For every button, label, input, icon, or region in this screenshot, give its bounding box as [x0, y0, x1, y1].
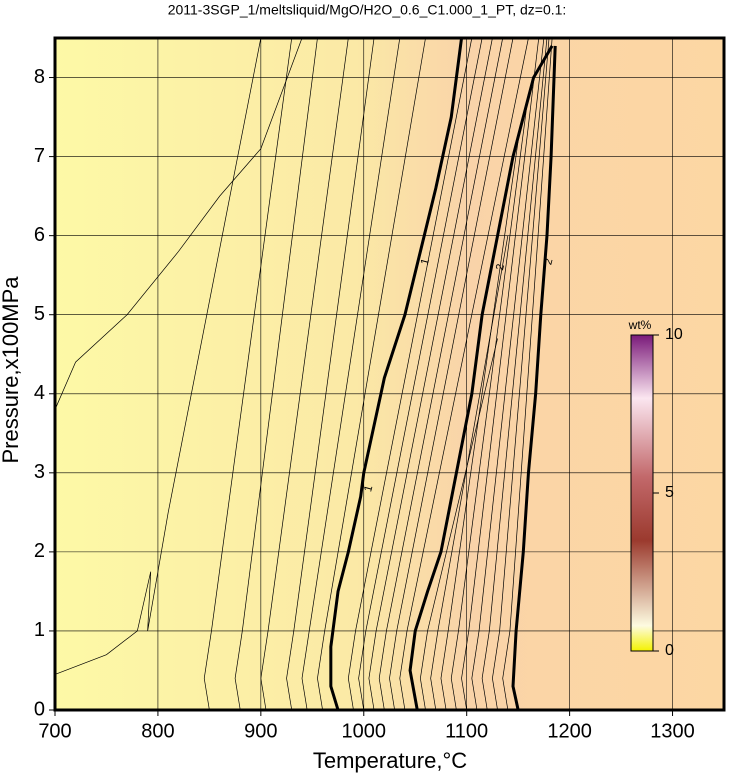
contour-label: 1: [362, 484, 375, 493]
y-tick-label: 2: [34, 540, 45, 562]
y-tick-label: 0: [34, 698, 45, 720]
thin-contour: [450, 93, 529, 711]
thin-contour: [301, 37, 401, 711]
thin-contour: [461, 37, 540, 711]
thin-contour: [203, 37, 293, 711]
y-tick-label: 8: [34, 66, 45, 88]
thin-contour: [54, 37, 262, 675]
chart-title: 2011-3SGP_1/meltsliquid/MgO/H2O_0.6_C1.0…: [168, 2, 567, 18]
y-tick-label: 7: [34, 145, 45, 167]
thin-contour: [440, 140, 519, 711]
x-tick-label: 1300: [650, 720, 695, 742]
contour: [511, 45, 557, 711]
frame: [53, 36, 726, 712]
x-axis-label: Temperature,°C: [313, 748, 467, 773]
thin-contour: [286, 37, 375, 711]
colorbar-tick-label: 0: [665, 642, 674, 659]
x-tick-label: 800: [141, 720, 174, 742]
contour-label: 2: [494, 263, 507, 272]
y-tick-label: 4: [34, 382, 45, 404]
thin-contour: [430, 235, 509, 711]
colorbar-tick-label: 10: [665, 326, 683, 343]
x-tick-label: 1000: [342, 720, 387, 742]
y-axis-label: Pressure,x100MPa: [0, 276, 23, 464]
x-tick-label: 1200: [547, 720, 592, 742]
y-tick-label: 6: [34, 224, 45, 246]
thin-contour: [260, 37, 349, 711]
x-tick-label: 900: [244, 720, 277, 742]
thin-contour: [389, 37, 514, 711]
x-tick-label: 700: [38, 720, 71, 742]
field: [55, 38, 724, 710]
thin-contour: [378, 37, 504, 711]
thin-contour: [54, 37, 303, 410]
contour: [329, 37, 464, 711]
thin-contour: [481, 37, 548, 711]
thin-contour: [502, 37, 553, 711]
thin-contour: [358, 37, 483, 711]
thin-contour: [420, 338, 498, 711]
y-tick-label: 1: [34, 619, 45, 641]
thin-contour: [347, 37, 473, 711]
thin-contour: [317, 37, 426, 711]
thin-contour: [471, 37, 545, 711]
thin-contour: [399, 37, 529, 711]
colorbar-tick-label: 5: [665, 484, 674, 501]
contour-label: 1: [419, 257, 432, 266]
thin-contour: [492, 37, 550, 711]
colorbar: [630, 334, 654, 652]
y-tick-label: 3: [34, 461, 45, 483]
contour: [408, 45, 554, 711]
colorbar-label: wt%: [628, 318, 652, 332]
thin-contour: [368, 37, 493, 711]
y-tick-label: 5: [34, 303, 45, 325]
contour-label: 2: [542, 257, 555, 266]
x-tick-label: 1100: [445, 720, 488, 742]
thin-contour: [234, 37, 318, 711]
